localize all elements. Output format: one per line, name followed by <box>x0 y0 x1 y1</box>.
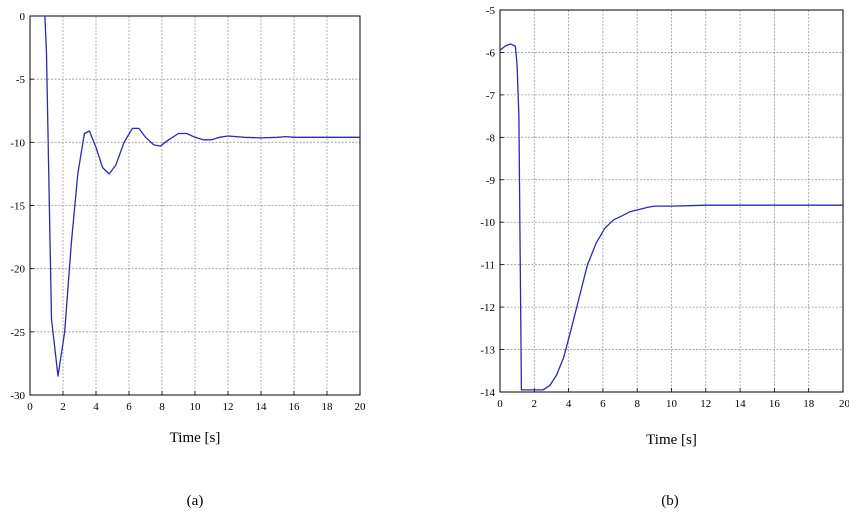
y-tick-label: -25 <box>10 327 25 339</box>
x-tick-label: 4 <box>566 398 572 410</box>
x-tick-label: 14 <box>256 401 268 413</box>
y-tick-label: -5 <box>486 5 496 17</box>
y-tick-label: -14 <box>480 387 495 399</box>
x-tick-label: 20 <box>839 398 849 410</box>
y-tick-label: -6 <box>486 47 496 59</box>
series-line <box>30 15 360 377</box>
x-tick-label: 14 <box>735 398 747 410</box>
x-tick-label: 18 <box>322 401 334 413</box>
x-tick-label: 0 <box>497 398 503 410</box>
x-tick-label: 12 <box>223 401 234 413</box>
x-tick-label: 4 <box>93 401 99 413</box>
x-axis-label: Time [s] <box>646 432 697 448</box>
y-tick-label: -9 <box>486 175 496 187</box>
y-tick-label: -5 <box>16 74 26 86</box>
subfigure-caption: (b) <box>661 493 679 509</box>
y-tick-label: -12 <box>480 302 495 314</box>
y-tick-label: -15 <box>10 201 25 213</box>
x-tick-label: 12 <box>700 398 711 410</box>
x-tick-label: 20 <box>355 401 367 413</box>
x-tick-label: 16 <box>769 398 781 410</box>
x-tick-label: 8 <box>159 401 165 413</box>
subfigure-caption: (a) <box>187 493 204 509</box>
chart-b: 0 2 4 6 8 10 12 14 16 18 20 -5 -6 -7 -8 -9 -10 -11 -12 -13 -… <box>480 5 849 509</box>
x-tick-label: 18 <box>803 398 815 410</box>
x-tick-label: 0 <box>27 401 33 413</box>
x-tick-label: 8 <box>634 398 640 410</box>
y-tick-label: -10 <box>480 217 495 229</box>
y-tick-label: -11 <box>481 260 495 272</box>
y-tick-label: -7 <box>486 90 496 102</box>
y-tick-label: 0 <box>20 11 26 23</box>
y-tick-label: -20 <box>10 264 25 276</box>
x-tick-label: 2 <box>60 401 66 413</box>
y-tick-label: -8 <box>486 132 496 144</box>
y-tick-label: -13 <box>480 345 495 357</box>
x-tick-label: 16 <box>289 401 301 413</box>
x-tick-label: 6 <box>126 401 132 413</box>
x-axis-label: Time [s] <box>170 430 221 446</box>
chart-a: 0 2 4 6 8 10 12 14 16 18 20 0 -5 -10 -15 -20 -25 -30 Time … <box>10 11 366 509</box>
series-line <box>499 43 843 391</box>
x-tick-label: 10 <box>190 401 202 413</box>
y-tick-label: -10 <box>10 137 25 149</box>
x-tick-label: 2 <box>532 398 538 410</box>
x-tick-label: 6 <box>600 398 606 410</box>
y-tick-label: -30 <box>10 390 25 402</box>
x-tick-label: 10 <box>666 398 678 410</box>
